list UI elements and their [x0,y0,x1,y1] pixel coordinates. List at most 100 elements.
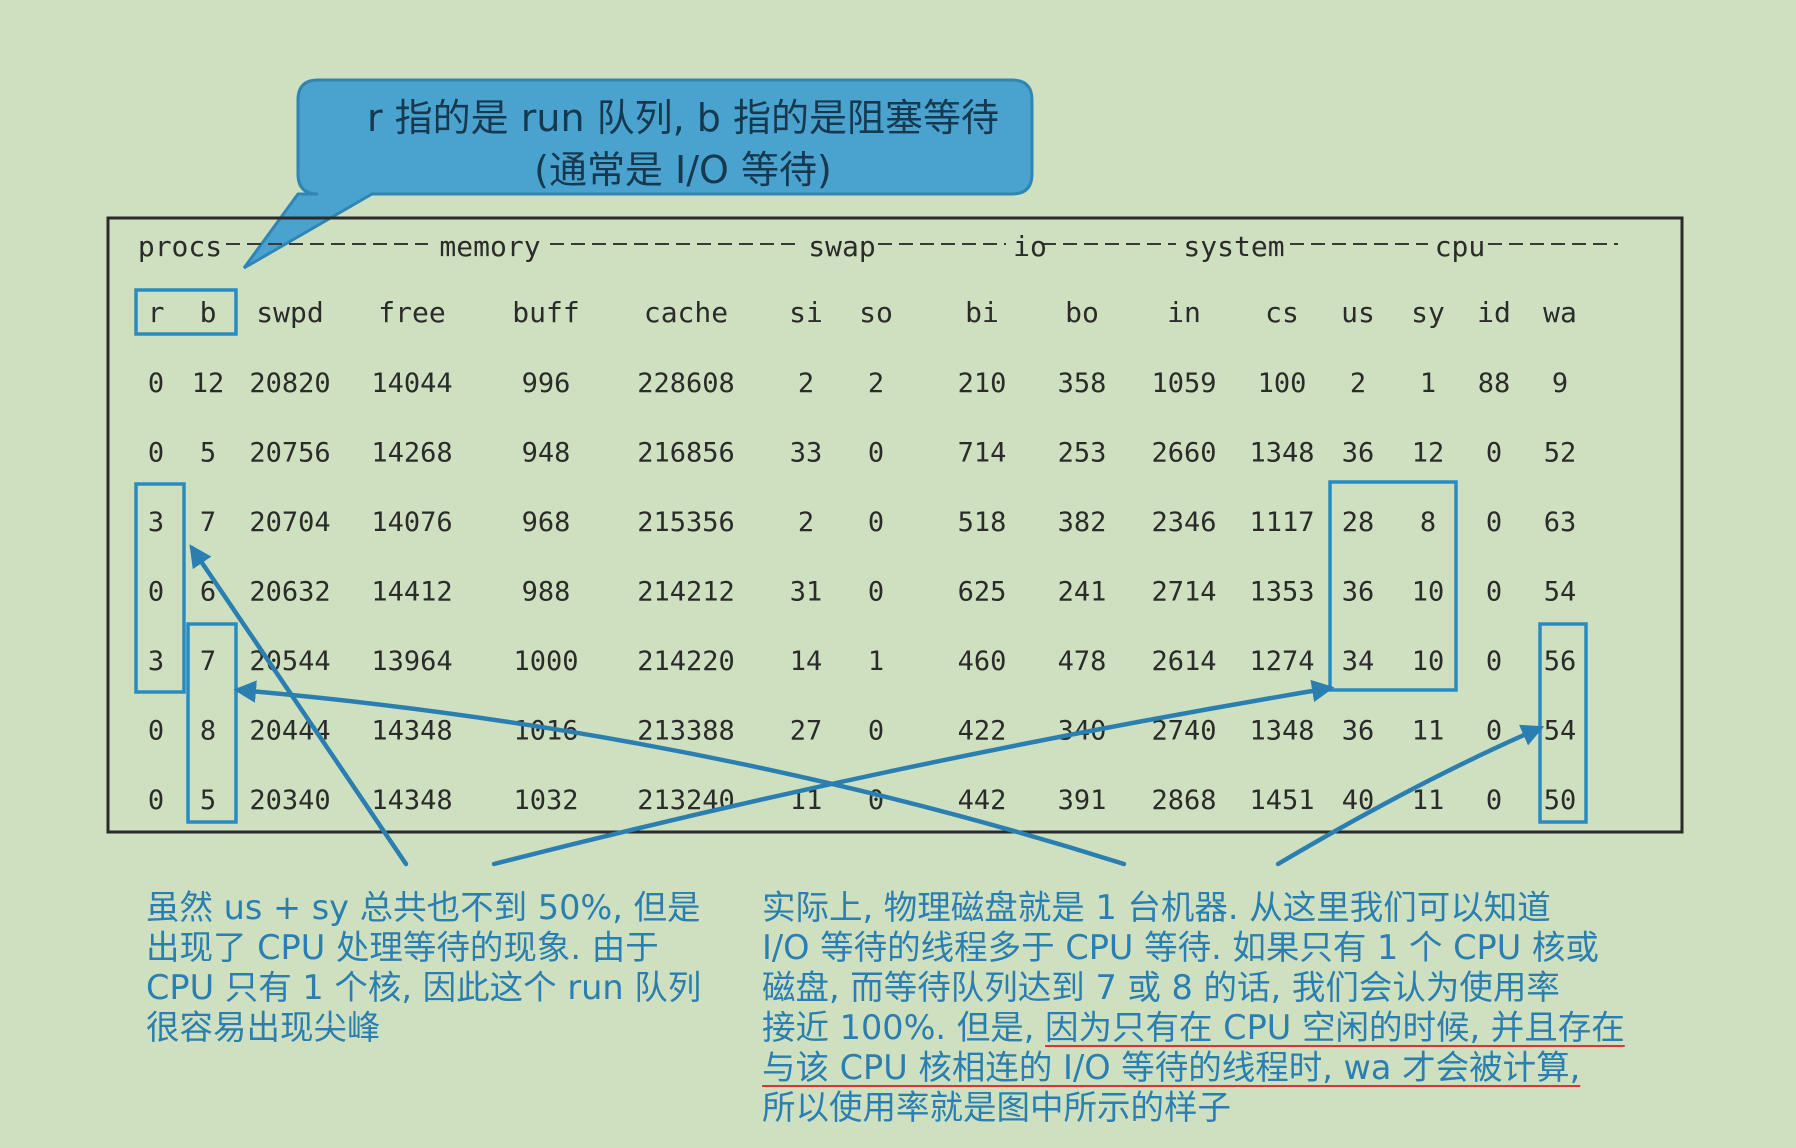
cell-us: 28 [1342,507,1375,538]
table-row: 0 5 20756 14268 948 216856 33 0 714 253 2660 1348 36… [148,438,1576,469]
group-label-io: io [1013,230,1047,263]
group-label-system: system [1183,230,1284,263]
note-right-line-5: 与该 CPU 核相连的 I/O 等待的线程时, wa 才会被计算, [762,1048,1625,1088]
cell-in: 2714 [1151,577,1216,608]
cell-id: 0 [1486,507,1502,538]
cell-r: 0 [148,438,164,469]
note-right-line-2: I/O 等待的线程多于 CPU 等待. 如果只有 1 个 CPU 核或 [762,928,1599,967]
cell-cs: 1274 [1249,646,1314,677]
column-header-cache: cache [644,296,728,329]
bubble-line-1: r 指的是 run 队列, b 指的是阻塞等待 [366,96,999,140]
cell-buff: 988 [522,577,571,608]
group-label-swap: swap [808,230,875,263]
cell-wa: 9 [1552,368,1568,399]
cell-cache: 214220 [637,646,735,677]
cell-b: 12 [192,368,225,399]
cell-wa: 52 [1544,438,1577,469]
column-header-free: free [378,296,445,329]
cell-us: 36 [1342,577,1375,608]
cell-bi: 714 [958,438,1007,469]
cell-si: 27 [790,716,823,747]
cell-si: 2 [798,507,814,538]
cell-so: 0 [868,507,884,538]
cell-si: 14 [790,646,823,677]
column-header-swpd: swpd [256,296,323,329]
cell-b: 5 [200,438,216,469]
cell-si: 2 [798,368,814,399]
note-right-line-4-underlined: 因为只有在 CPU 空闲的时候, 并且存在 [1045,1008,1625,1047]
cell-bo: 382 [1058,507,1107,538]
box-r-b-header [134,288,238,336]
cell-r: 3 [148,646,164,677]
column-header-wa: wa [1543,296,1577,329]
cell-buff: 1000 [513,646,578,677]
note-right-line-4: 接近 100%. 但是, 因为只有在 CPU 空闲的时候, 并且存在 [762,1008,1625,1048]
cell-id: 0 [1486,716,1502,747]
cell-so: 2 [868,368,884,399]
cell-in: 2660 [1151,438,1216,469]
cell-buff: 968 [522,507,571,538]
cell-sy: 8 [1420,507,1436,538]
cell-in: 2868 [1151,785,1216,816]
cell-us: 36 [1342,716,1375,747]
cell-us: 2 [1350,368,1366,399]
cell-r: 3 [148,507,164,538]
table-row: 0 12 20820 14044 996 228608 2 2 210 358 1059 100 2 1 8… [148,368,1568,399]
cell-in: 2740 [1151,716,1216,747]
vmstat-table-frame [106,216,1684,834]
cell-cache: 215356 [637,507,735,538]
group-labels: procs memory swap io system cpu [138,230,1485,263]
note-left: 虽然 us + sy 总共也不到 50%, 但是 出现了 CPU 处理等待的现象… [146,888,701,1048]
cell-so: 0 [868,438,884,469]
table-rows: 0 12 20820 14044 996 228608 2 2 210 358 1059 100 2 1 8… [148,368,1576,816]
cell-cache: 213240 [637,785,735,816]
note-right-line-4-plain: 接近 100%. 但是, [762,1008,1046,1047]
cell-cs: 1348 [1249,716,1314,747]
table-row: 3 7 20704 14076 968 215356 2 0 518 382 2346 1117 28 8… [148,507,1576,538]
column-header-in: in [1167,296,1201,329]
cell-wa: 50 [1544,785,1577,816]
cell-bo: 478 [1058,646,1107,677]
cell-free: 14044 [371,368,452,399]
cell-swpd: 20756 [249,438,330,469]
cell-so: 0 [868,577,884,608]
table-row: 0 6 20632 14412 988 214212 31 0 625 241 2714 1353 36… [148,577,1576,608]
cell-free: 13964 [371,646,452,677]
cell-buff: 1032 [513,785,578,816]
cell-r: 0 [148,577,164,608]
arrow-to-us-sy [491,679,1335,867]
cell-si: 33 [790,438,823,469]
cell-b: 6 [200,577,216,608]
cell-bi: 460 [958,646,1007,677]
cell-sy: 10 [1412,577,1445,608]
cell-bo: 391 [1058,785,1107,816]
cell-wa: 54 [1544,577,1577,608]
cell-cs: 1451 [1249,785,1314,816]
cell-r: 0 [148,716,164,747]
box-r-runqueue [134,482,186,694]
cell-sy: 11 [1412,785,1445,816]
cell-r: 0 [148,368,164,399]
cell-cache: 213388 [637,716,735,747]
arrow-to-b-column [233,680,1127,867]
cell-so: 0 [868,716,884,747]
box-wa [1538,622,1588,824]
column-header-r: r [148,296,165,329]
column-header-us: us [1341,296,1375,329]
column-header-b: b [200,296,217,329]
cell-buff: 948 [522,438,571,469]
cell-id: 0 [1486,785,1502,816]
box-b-blocked [186,622,238,824]
bubble-text: r 指的是 run 队列, b 指的是阻塞等待 (通常是 I/O 等待) [318,92,1048,196]
cell-wa: 63 [1544,507,1577,538]
arrow-to-r-column [189,544,409,867]
cell-bi: 422 [958,716,1007,747]
cell-id: 0 [1486,646,1502,677]
cell-in: 2346 [1151,507,1216,538]
note-right-line-3: 磁盘, 而等待队列达到 7 或 8 的话, 我们会认为使用率 [762,968,1560,1007]
cell-bo: 241 [1058,577,1107,608]
highlight-boxes [134,288,1588,824]
cell-sy: 10 [1412,646,1445,677]
cell-bo: 358 [1058,368,1107,399]
